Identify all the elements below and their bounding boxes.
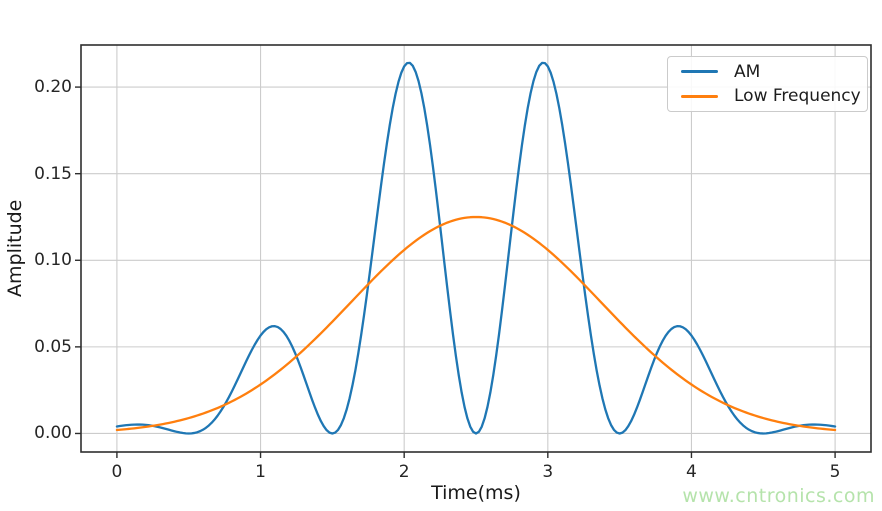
- y-tick-label-0.00: 0.00: [34, 423, 72, 444]
- y-tick-label-0.20: 0.20: [34, 77, 72, 98]
- low-frequency-line-swatch-icon: [681, 94, 718, 99]
- legend-label-low-frequency: Low Frequency: [734, 86, 861, 107]
- watermark: www.cntronics.com: [682, 485, 875, 507]
- y-tick-label-0.10: 0.10: [34, 250, 72, 271]
- legend: AM Low Frequency: [667, 56, 868, 112]
- x-tick-label-4: 4: [686, 462, 697, 482]
- x-axis-label: Time(ms): [431, 482, 521, 504]
- x-tick-label-0: 0: [111, 462, 123, 482]
- x-tick-label-2: 2: [398, 462, 410, 482]
- x-tick-label-5: 5: [829, 462, 841, 482]
- legend-item-am: AM: [668, 62, 867, 82]
- y-axis-label: Amplitude: [4, 199, 26, 298]
- x-tick-label-3: 3: [542, 462, 554, 482]
- y-tick-label-0.15: 0.15: [34, 163, 72, 184]
- x-tick-label-1: 1: [255, 462, 266, 482]
- legend-item-low-frequency: Low Frequency: [668, 86, 867, 106]
- am-line-swatch-icon: [681, 69, 718, 74]
- legend-label-am: AM: [734, 61, 761, 82]
- y-tick-label-0.05: 0.05: [34, 336, 72, 357]
